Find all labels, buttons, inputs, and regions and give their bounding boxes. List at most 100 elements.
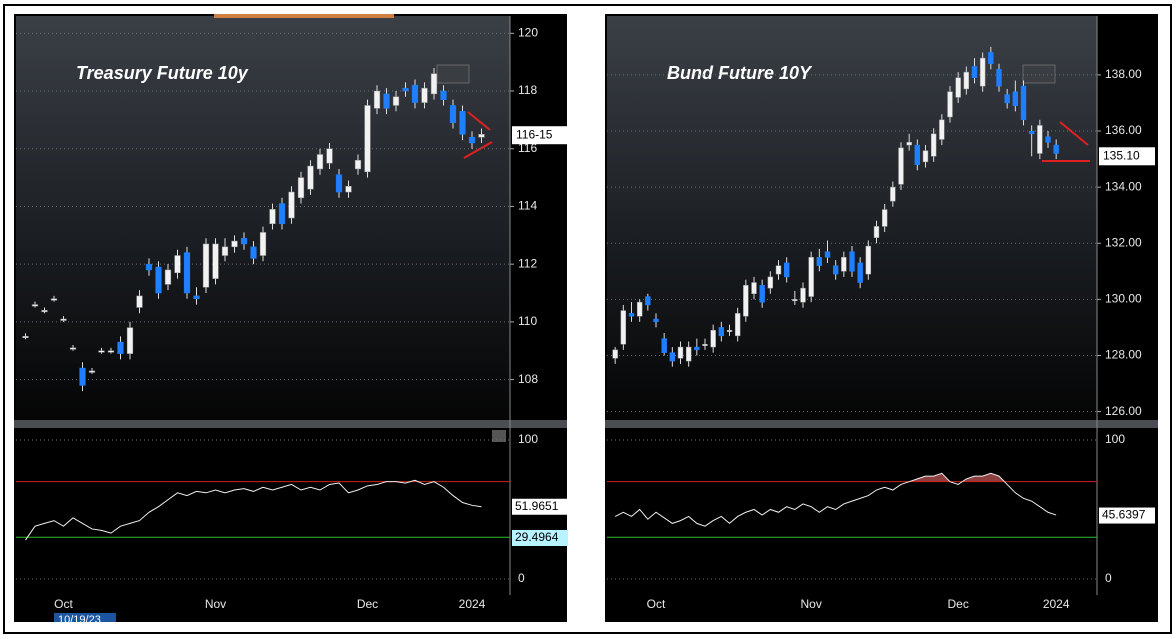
candle-body xyxy=(979,57,986,87)
y-tick-label: 114 xyxy=(518,199,537,213)
y-tick-label: 112 xyxy=(518,256,537,270)
rsi-tick-label: 0 xyxy=(1105,571,1112,585)
candle-body xyxy=(250,246,257,259)
candle-body xyxy=(963,71,970,90)
cursor-date: 10/19/23 xyxy=(58,614,101,626)
rsi-value-box xyxy=(512,529,568,546)
y-tick-label: 136.00 xyxy=(1105,123,1142,137)
rsi-line xyxy=(614,472,1057,527)
candle-body xyxy=(145,263,153,271)
candle-body xyxy=(183,252,191,294)
candle-body xyxy=(88,370,96,373)
candle-body xyxy=(411,85,419,103)
chart-title: Treasury Future 10y xyxy=(76,63,249,83)
rsi-value-box xyxy=(512,498,568,515)
trend-line xyxy=(467,111,491,131)
rsi-tick-label: 100 xyxy=(518,432,538,446)
chart-title: Bund Future 10Y xyxy=(667,63,813,83)
candle-body xyxy=(1045,136,1051,143)
candle-body xyxy=(126,327,134,354)
candle-body xyxy=(326,148,333,164)
x-tick-label: Nov xyxy=(800,597,821,611)
candle-body xyxy=(383,93,390,109)
trend-line xyxy=(1059,121,1089,146)
x-tick-label: Oct xyxy=(647,597,666,611)
candle-body xyxy=(231,240,238,248)
candle-body xyxy=(1012,91,1019,107)
y-tick-label: 126.00 xyxy=(1105,404,1142,418)
candle-body xyxy=(440,90,447,100)
candle-body xyxy=(392,96,400,106)
candle-body xyxy=(988,52,994,64)
trend-lines xyxy=(463,111,1090,162)
candle-body xyxy=(22,336,29,339)
candle-body xyxy=(661,338,667,353)
candle-body xyxy=(307,165,314,190)
candle-body xyxy=(783,262,790,278)
candle-body xyxy=(971,66,978,78)
candle-body xyxy=(221,246,229,256)
candle-body xyxy=(1020,85,1027,121)
candle-body xyxy=(107,350,115,353)
x-tick-label: 2024 xyxy=(1043,597,1070,611)
candle-body xyxy=(478,134,485,138)
candle-body xyxy=(297,177,305,199)
candle-body xyxy=(775,265,782,275)
candle-body xyxy=(906,142,912,146)
candle-body xyxy=(60,318,67,321)
candle-body xyxy=(669,352,676,362)
x-tick-label: Dec xyxy=(357,597,378,611)
candle-body xyxy=(50,298,58,301)
chart-icon[interactable] xyxy=(1022,64,1056,84)
candle-body xyxy=(1028,130,1035,135)
y-tick-label: 108 xyxy=(518,372,538,386)
candle-body xyxy=(421,87,428,103)
candle-body xyxy=(726,329,733,332)
candle-body xyxy=(278,203,286,225)
candle-body xyxy=(841,257,847,272)
candle-body xyxy=(136,295,143,308)
candle-body xyxy=(808,257,814,297)
rsi-value-label: 51.9651 xyxy=(515,499,559,513)
candle-body xyxy=(824,251,831,258)
top-tab xyxy=(214,14,394,18)
panel-toggle[interactable] xyxy=(492,430,506,442)
x-tick-label: Nov xyxy=(205,597,226,611)
candle-body xyxy=(939,119,945,140)
candle-body xyxy=(816,257,823,266)
candle-body xyxy=(364,105,371,173)
candle-body xyxy=(449,105,457,124)
candle-body xyxy=(628,313,635,317)
candle-body xyxy=(1004,94,1010,104)
candle-body xyxy=(1053,144,1059,154)
candle-body xyxy=(430,73,438,95)
candle-body xyxy=(240,237,248,245)
y-tick-label: 134.00 xyxy=(1105,179,1142,193)
candle-body xyxy=(718,327,725,337)
last-price-box xyxy=(1099,147,1155,166)
candle-body xyxy=(881,209,888,227)
candle-body xyxy=(955,77,961,98)
candle-body xyxy=(930,133,937,157)
chart-icon[interactable] xyxy=(436,64,470,84)
trend-line xyxy=(463,141,493,159)
rsi-value-box xyxy=(1099,507,1155,524)
candle-body xyxy=(694,346,700,351)
y-tick-label: 118 xyxy=(518,83,537,97)
candle-body xyxy=(914,144,921,165)
candle-body xyxy=(832,265,839,275)
candle-body xyxy=(1037,125,1043,154)
candle-body xyxy=(873,226,880,238)
candle-body xyxy=(202,243,210,288)
candle-body xyxy=(69,347,77,350)
candle-body xyxy=(402,87,409,92)
candle-body xyxy=(354,160,362,170)
candle-body xyxy=(31,304,39,307)
candle-body xyxy=(212,243,219,279)
last-price-label: 116-15 xyxy=(516,127,553,141)
y-tick-label: 132.00 xyxy=(1105,235,1142,249)
candle-body xyxy=(79,367,86,386)
rsi-line xyxy=(25,479,482,541)
y-tick-label: 138.00 xyxy=(1105,67,1142,81)
